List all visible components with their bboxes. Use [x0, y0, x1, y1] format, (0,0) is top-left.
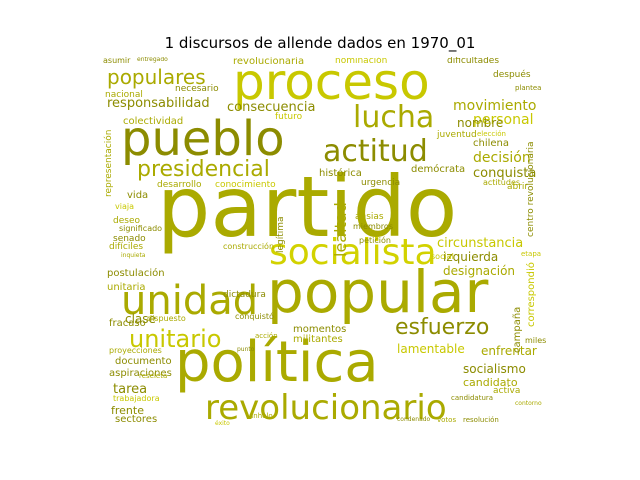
word-proyecciones: proyecciones: [109, 346, 162, 355]
word-dispuesto: dispuesto: [147, 314, 186, 323]
word-lucha: lucha: [353, 100, 435, 135]
word-condenado: condenado: [397, 416, 431, 423]
word-senado: senado: [113, 234, 146, 244]
word-movimiento: movimiento: [453, 98, 537, 114]
word-activa: activa: [493, 386, 521, 396]
word-desarrollo: desarrollo: [157, 180, 202, 190]
word-socialismo: socialismo: [463, 362, 526, 376]
word-despues: después: [493, 70, 531, 80]
word-historica: histórica: [319, 168, 362, 179]
word-circunstancia: circunstancia: [437, 236, 524, 251]
word-populares: populares: [107, 65, 206, 89]
word-peticion: petición: [359, 236, 391, 245]
word-punto: punto: [237, 346, 255, 353]
word-conquisto: conquistó: [235, 312, 274, 321]
word-aspiraciones: aspiraciones: [109, 368, 172, 379]
word-dictadura: dictadura: [223, 290, 266, 300]
word-presidencial: presidencial: [137, 157, 270, 182]
word-nominacion: nominación: [335, 57, 388, 66]
word-legitima: legítima: [276, 216, 286, 253]
word-revolucionaria: revolucionaria: [233, 57, 305, 67]
word-asumir: asumir: [103, 57, 131, 65]
word-enfrentar: enfrentar: [481, 344, 537, 358]
word-urgencia: urgencia: [361, 178, 401, 188]
word-inquieta: inquieta: [121, 252, 146, 259]
word-miles: miles: [525, 336, 546, 345]
word-eleccion: elección: [477, 130, 506, 138]
word-izquierda: izquierda: [443, 250, 499, 264]
word-trabajadora: trabajadora: [113, 394, 160, 403]
word-significado: significado: [119, 224, 163, 233]
word-ansias: ansias: [355, 212, 384, 222]
word-dificiles: difíciles: [109, 242, 144, 252]
word-candidato: candidato: [463, 376, 518, 389]
word-representacion: representación: [104, 129, 114, 197]
word-popular: popular: [267, 258, 489, 326]
word-colectividad: colectividad: [123, 116, 184, 127]
word-consecuencia: consecuencia: [227, 100, 316, 115]
word-conquista: conquista: [473, 166, 537, 181]
word-plantea: plantea: [515, 84, 542, 92]
word-lealtad: lealtad: [331, 202, 350, 257]
word-miembros: miembros: [353, 222, 393, 231]
word-politica: política: [175, 330, 379, 395]
word-personal: personal: [473, 112, 534, 128]
word-esfuerzo: esfuerzo: [395, 315, 490, 340]
word-responsabilidad: responsabilidad: [107, 96, 210, 111]
word-reseleta: reseleta: [139, 372, 168, 380]
word-accion: acción: [255, 332, 278, 340]
word-conocimiento: conocimiento: [215, 180, 276, 190]
word-dificultades: dificultades: [447, 57, 500, 66]
chart-title: 1 discursos de allende dados en 1970_01: [164, 34, 476, 52]
word-democrata: demócrata: [411, 164, 466, 175]
word-socialista: socialista: [269, 232, 437, 273]
word-necesario: necesario: [175, 84, 219, 94]
word-designacion: designación: [443, 264, 516, 278]
word-momentos: momentos: [293, 324, 347, 335]
word-unitario: unitario: [129, 325, 222, 353]
word-abrir: abrir: [507, 182, 529, 192]
word-revolucionario: revolucionario: [205, 388, 447, 426]
word-decision: decisión: [473, 150, 531, 166]
word-correspondio: correspondió: [526, 262, 537, 327]
word-vida: vida: [127, 190, 149, 201]
word-resolucion: resolución: [463, 416, 499, 424]
word-nacional: nacional: [105, 90, 143, 100]
word-campana: campaña: [512, 306, 523, 353]
word-frente: frente: [111, 404, 144, 417]
word-fracaso: fracaso: [109, 318, 146, 329]
word-juventud: juventud: [437, 130, 477, 140]
word-nombre: nombre: [457, 116, 504, 130]
word-chilena: chilena: [473, 138, 510, 149]
word-clase: clase: [125, 312, 156, 326]
word-centro-revolucionaria: centro revolucionaria: [526, 141, 536, 237]
word-postulacion: postulación: [107, 268, 165, 279]
word-proceso: proceso: [233, 57, 430, 111]
word-construccion: construcción: [223, 242, 275, 251]
word-unitaria: unitaria: [107, 282, 146, 293]
word-lamentable: lamentable: [397, 342, 465, 356]
word-unidad: unidad: [121, 278, 259, 324]
word-documento: documento: [115, 356, 172, 367]
word-deseo: deseo: [113, 216, 140, 226]
word-cloud: partido popular política proceso pueblo …: [97, 57, 546, 426]
word-viaja: viaja: [115, 202, 134, 211]
word-entregado: entregado: [137, 57, 168, 63]
word-candidatura: candidatura: [451, 394, 494, 402]
word-partido: partido: [157, 158, 458, 256]
word-actitud: actitud: [323, 134, 428, 169]
word-social: social: [431, 252, 454, 261]
word-militantes: militantes: [293, 334, 343, 345]
word-pueblo: pueblo: [121, 111, 285, 167]
word-votos: votos: [437, 416, 457, 424]
word-etapa: etapa: [521, 250, 542, 258]
word-exito: éxito: [215, 420, 230, 427]
word-sectores: sectores: [115, 414, 158, 425]
word-tarea: tarea: [113, 382, 148, 397]
word-futuro: futuro: [275, 112, 303, 122]
word-contorno: contorno: [515, 400, 542, 407]
word-actitudes: actitudes: [483, 178, 521, 187]
word-anhelo: anhelo: [249, 412, 273, 420]
